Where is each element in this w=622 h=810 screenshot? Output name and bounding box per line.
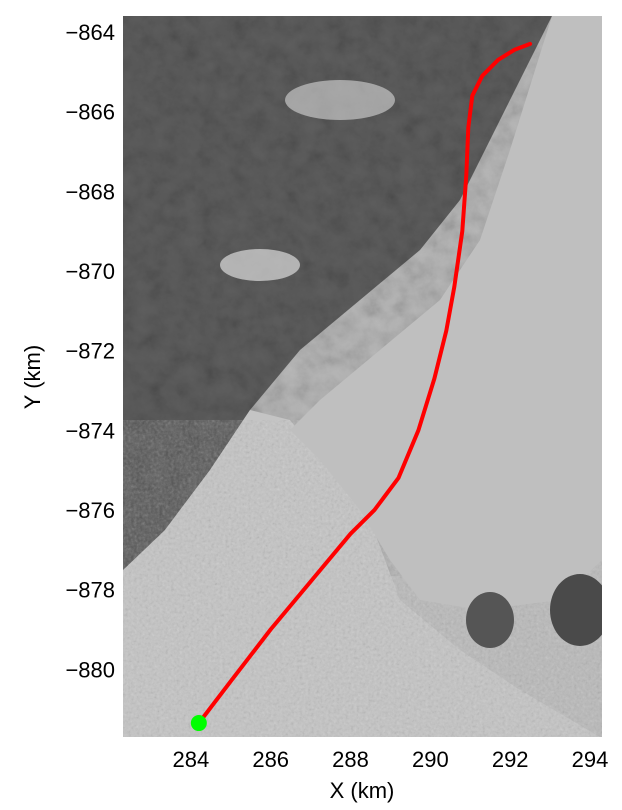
- x-tick-label: 292: [492, 747, 529, 772]
- x-tick-label: 294: [572, 747, 609, 772]
- x-axis-label: X (km): [330, 778, 395, 803]
- y-axis-label: Y (km): [20, 345, 45, 409]
- y-tick-label: −874: [65, 418, 115, 443]
- y-tick-label: −878: [65, 578, 115, 603]
- y-tick-label: −876: [65, 498, 115, 523]
- x-tick-label: 284: [172, 747, 209, 772]
- y-tick-label: −880: [65, 657, 115, 682]
- start-point-marker: [190, 715, 207, 732]
- dark-patch: [466, 592, 514, 648]
- y-tick-label: −866: [65, 100, 115, 125]
- x-tick-label: 288: [332, 747, 369, 772]
- x-tick-label: 290: [412, 747, 449, 772]
- light-patch: [285, 80, 395, 120]
- smooth-ice: [290, 16, 602, 610]
- y-tick-label: −872: [65, 339, 115, 364]
- dark-patch: [550, 574, 602, 646]
- x-tick-label: 286: [252, 747, 289, 772]
- y-tick-label: −864: [65, 20, 115, 45]
- y-tick-label: −870: [65, 259, 115, 284]
- y-tick-label: −868: [65, 179, 115, 204]
- light-patch: [220, 249, 300, 281]
- satellite-background: [123, 16, 602, 737]
- series-line-0: [196, 41, 533, 726]
